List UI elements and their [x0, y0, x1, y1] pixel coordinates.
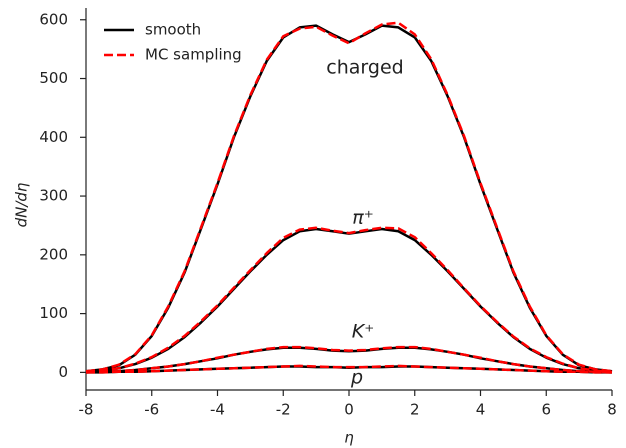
legend-label: MC sampling: [145, 46, 242, 64]
y-tick-label: 100: [39, 304, 68, 322]
line-dashed: [86, 364, 612, 374]
x-tick-label: 2: [410, 401, 420, 419]
y-tick-label: 200: [39, 245, 68, 263]
x-tick-label: -8: [79, 401, 94, 419]
x-tick-label: 6: [541, 401, 551, 419]
y-axis-label: dN/dη: [13, 182, 31, 227]
line-dashed: [85, 21, 613, 373]
y-tick-label: 600: [39, 10, 68, 28]
annotation: p: [350, 367, 363, 389]
legend-label: smooth: [145, 21, 201, 39]
x-tick-label: 4: [476, 401, 486, 419]
x-tick-label: 0: [344, 401, 354, 419]
y-tick-label: 300: [39, 187, 68, 205]
annotation: K⁺: [352, 321, 375, 343]
line-dashed: [85, 226, 613, 374]
y-tick-label: 400: [39, 128, 68, 146]
annotation: π⁺: [352, 207, 373, 229]
x-axis-label: η: [344, 429, 354, 447]
y-tick-label: 0: [58, 363, 68, 381]
x-tick-label: -6: [144, 401, 159, 419]
y-tick-label: 500: [39, 69, 68, 87]
line-dashed: [85, 345, 613, 374]
annotation: charged: [326, 57, 403, 79]
x-tick-label: -4: [210, 401, 225, 419]
x-tick-label: -2: [276, 401, 291, 419]
x-tick-label: 8: [607, 401, 617, 419]
